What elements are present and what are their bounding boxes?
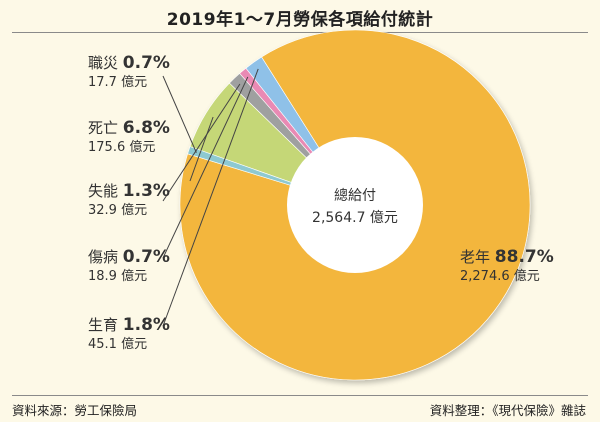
footer-divider — [12, 395, 588, 396]
slice-value-3: 18.9 億元 — [88, 268, 147, 284]
title-divider — [12, 32, 588, 33]
slice-value-1: 2,274.6 億元 — [460, 268, 540, 284]
leader-line-2 — [162, 68, 259, 327]
chart-title: 2019年1～7月勞保各項給付統計 — [166, 10, 434, 30]
slice-label-3: 傷病 0.7% — [88, 247, 170, 267]
slice-name: 生育 — [88, 316, 123, 334]
center-label: 總給付 — [334, 187, 376, 204]
slice-name: 失能 — [88, 182, 123, 200]
leader-line-4 — [162, 83, 241, 202]
slice-percent: 0.7% — [123, 53, 170, 73]
slice-value-4: 32.9 億元 — [88, 202, 147, 218]
slice-value-2: 45.1 億元 — [88, 336, 147, 352]
slice-label-6: 職災 0.7% — [88, 53, 170, 73]
slice-name: 職災 — [88, 54, 123, 72]
slice-percent: 1.3% — [123, 181, 170, 201]
slice-percent: 88.7% — [495, 247, 554, 267]
leader-line-6 — [162, 75, 197, 153]
slice-value-6: 17.7 億元 — [88, 74, 147, 90]
editor-note: 資料整理：《現代保險》雜誌 — [429, 403, 586, 418]
slice-label-5: 死亡 6.8% — [88, 118, 170, 138]
leader-line-3 — [162, 76, 249, 259]
slice-name: 老年 — [460, 248, 495, 266]
slice-percent: 0.7% — [123, 247, 170, 267]
center-total: 2,564.7 億元 — [312, 210, 398, 226]
source-note: 資料來源：勞工保險局 — [12, 403, 138, 418]
slice-label-2: 生育 1.8% — [88, 315, 170, 335]
slice-percent: 1.8% — [123, 315, 170, 335]
leader-line-5 — [189, 116, 214, 182]
slice-name: 死亡 — [88, 119, 123, 137]
donut-hole — [287, 137, 423, 273]
slice-percent: 6.8% — [123, 118, 170, 138]
slice-value-5: 175.6 億元 — [88, 139, 155, 155]
slice-name: 傷病 — [88, 248, 123, 266]
leader-lines — [162, 68, 259, 327]
slice-label-4: 失能 1.3% — [88, 181, 170, 201]
slice-label-1: 老年 88.7% — [460, 247, 554, 267]
